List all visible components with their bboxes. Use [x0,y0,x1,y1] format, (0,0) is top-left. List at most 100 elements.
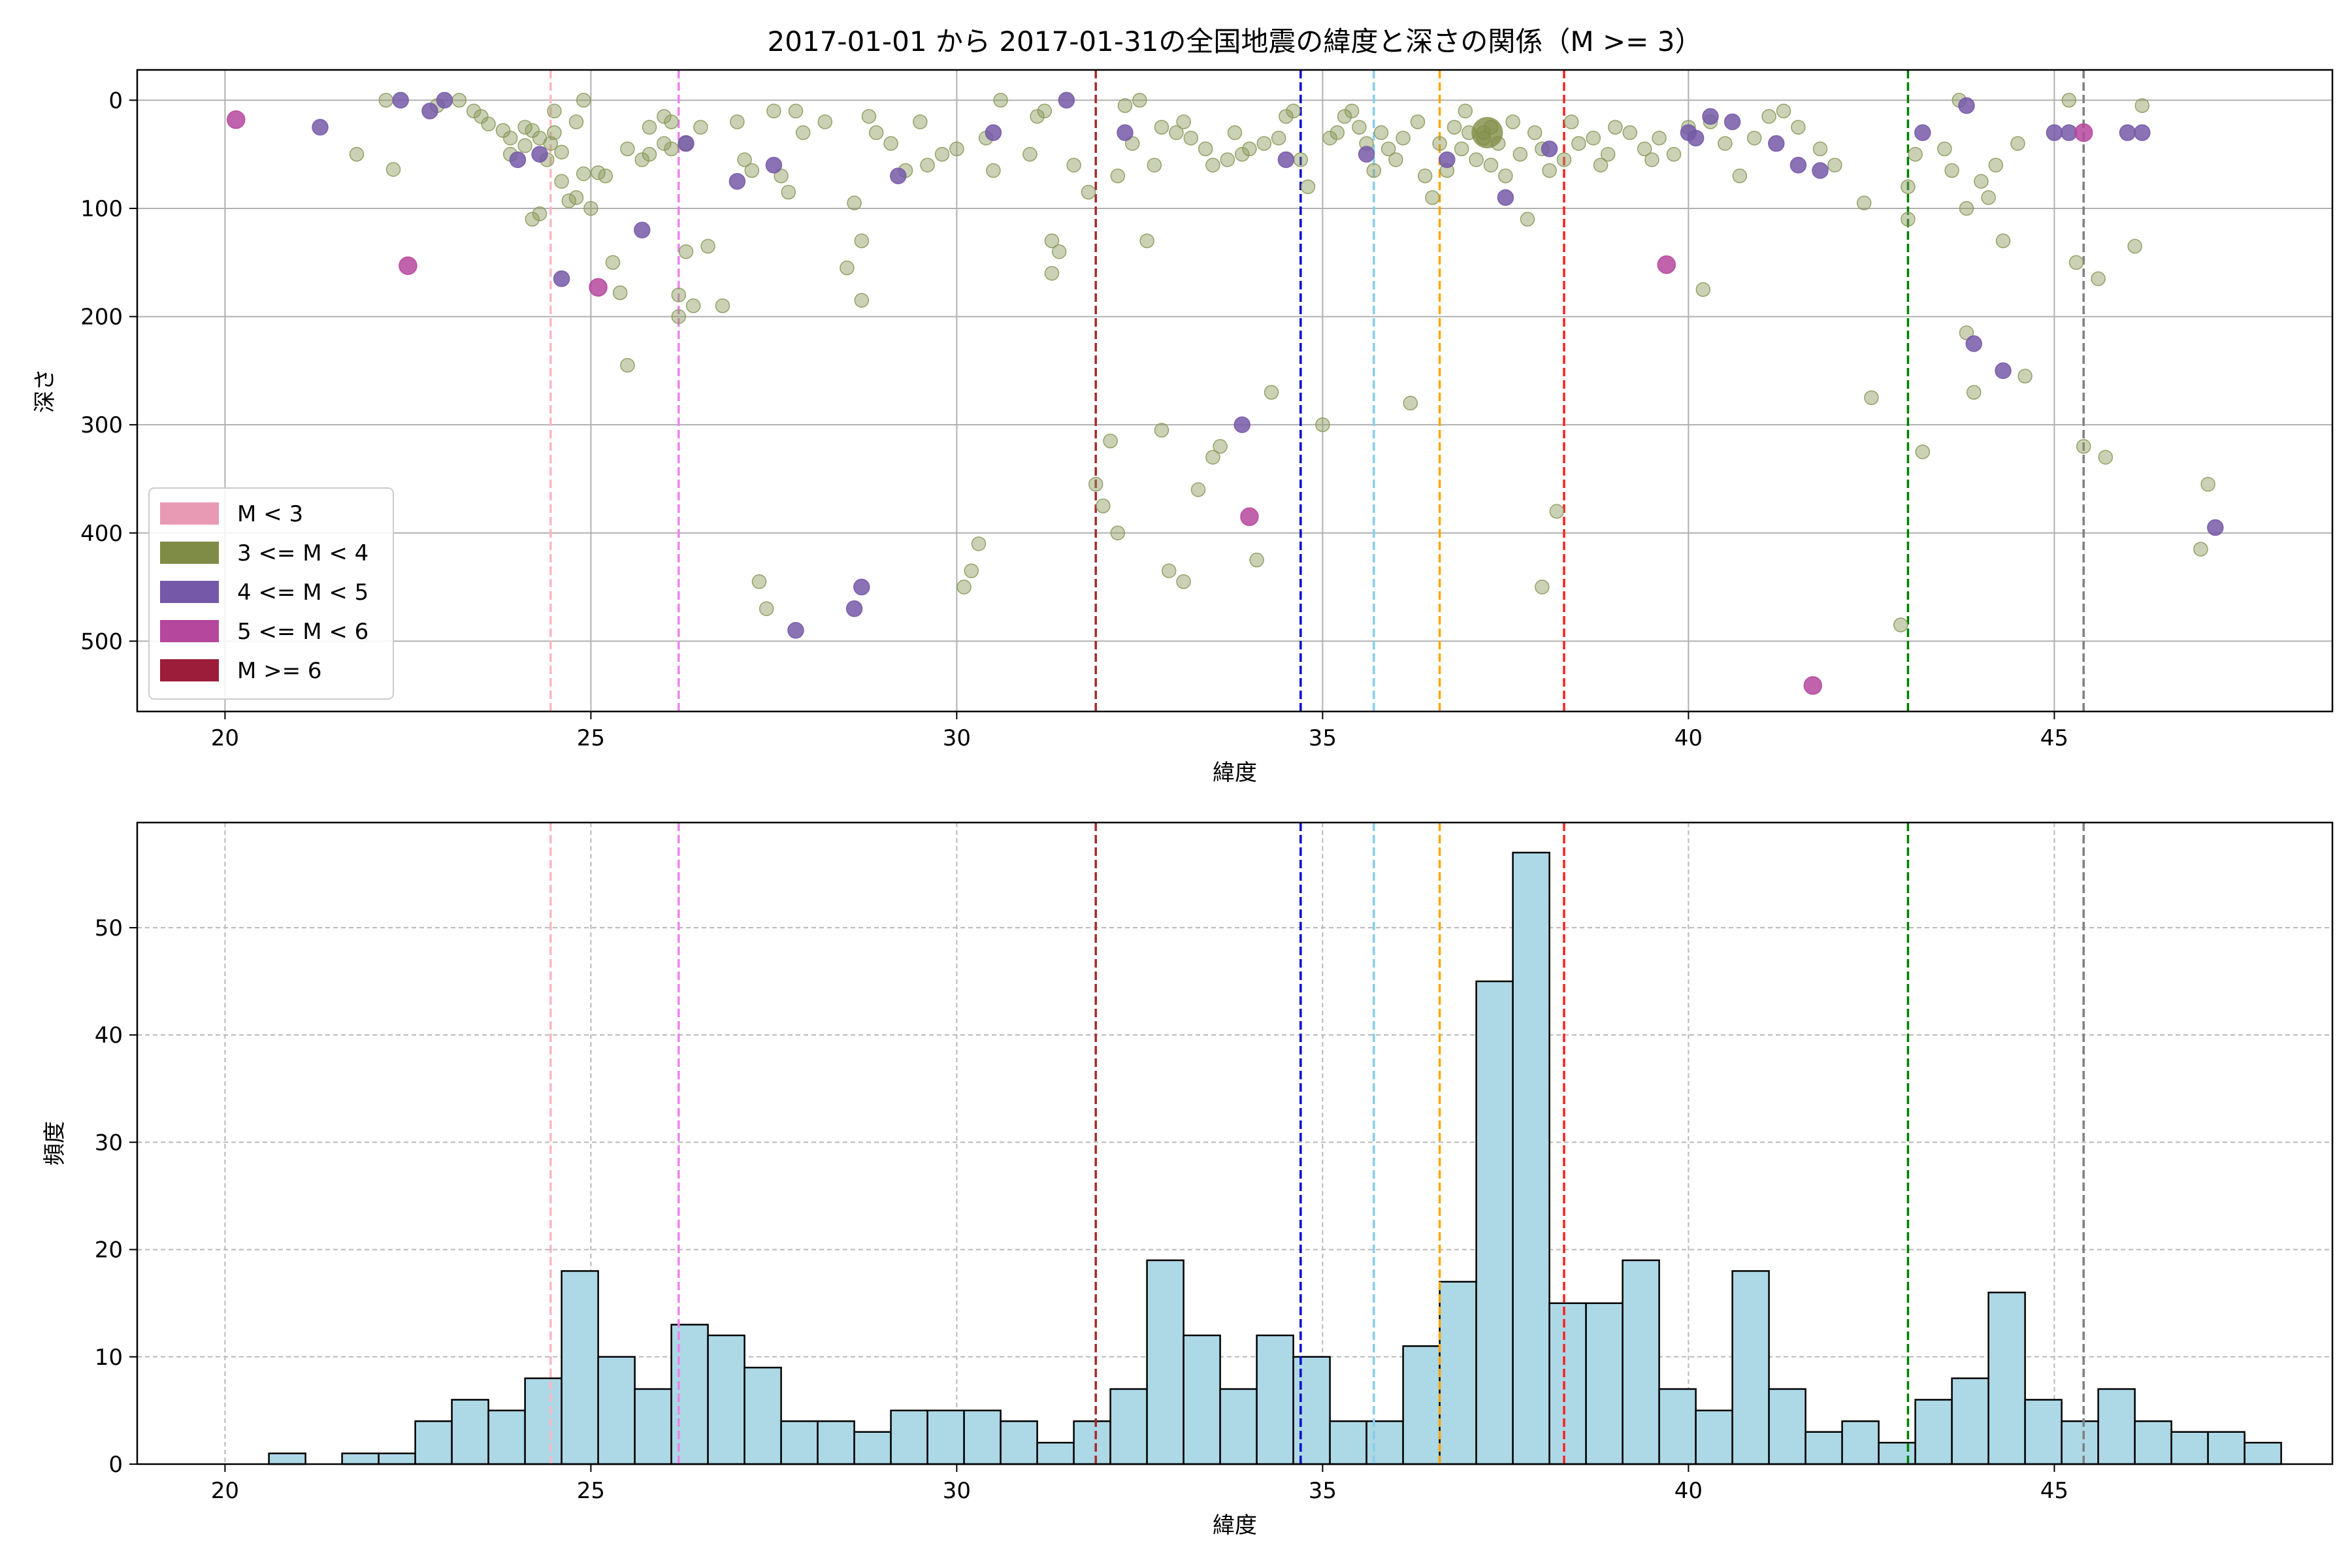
legend-label: 5 <= M < 6 [237,619,368,645]
histogram-bar [707,1334,745,1465]
scatter-point [1908,146,1923,162]
scatter-point [700,238,715,254]
histogram-bar [414,1420,453,1465]
histogram-bar [780,1420,819,1465]
scatter-point [1637,141,1652,157]
scatter-point [1944,163,1959,178]
histogram-y-axis-label: 頻度 [42,1121,68,1166]
histogram-bar [2024,1399,2063,1465]
histogram-bar [1622,1259,1660,1465]
scatter-point [349,146,365,162]
histogram-bar [1402,1345,1441,1465]
scatter-point [728,172,746,190]
scatter-point [1768,135,1785,152]
histogram-bar [1841,1420,1880,1465]
scatter-point [913,114,928,129]
scatter-point [1718,136,1733,151]
scatter-point [1527,125,1543,140]
scatter-point [1432,136,1447,151]
scatter-point [1966,385,1982,400]
scatter-point [1330,125,1345,140]
histogram-bar [1365,1420,1404,1465]
histogram-bar [890,1409,928,1465]
histogram-bar [817,1420,855,1465]
scatter-point [1914,124,1931,141]
scatter-point [1520,212,1535,227]
scatter-point [795,125,811,140]
scatter-point [1256,136,1272,151]
scatter-point [1702,108,1719,125]
scatter-point [781,184,796,200]
scatter-point [1058,91,1075,109]
scatter-point [1154,423,1169,438]
scatter-point [598,169,613,184]
scatter-point [481,116,496,132]
scatter-point [1352,120,1367,135]
scatter-point [1864,390,1879,406]
scatter-point [378,93,394,108]
histogram-bar [1878,1441,1916,1465]
scatter-point [1286,103,1301,119]
scatter-point [847,195,862,210]
scatter-point [385,162,401,177]
scatter-point [312,119,329,136]
histogram-bar [561,1270,599,1465]
scatter-point [1563,114,1579,129]
scatter-point [1030,108,1045,124]
scatter-point [1249,552,1264,568]
scatter-point [1110,169,1126,184]
scatter-point [1205,449,1220,465]
scatter-grid [137,70,2332,711]
scatter-point [1959,201,1974,216]
histogram-bar [2097,1388,2136,1465]
histogram-bar [1548,1302,1587,1465]
histogram-bar [1914,1399,1953,1465]
scatter-point [1022,146,1037,162]
scatter-point [517,138,532,154]
histogram-bars [268,851,2282,1465]
scatter-point [854,233,870,248]
scatter-point [532,206,547,221]
histogram-bar [1073,1420,1111,1465]
histogram-bar [1695,1409,1733,1465]
scatter-point [1293,152,1309,167]
scatter-point [1425,190,1440,205]
histogram-x-tick-label: 45 [2040,1478,2068,1504]
scatter-x-tick-label: 25 [577,725,605,751]
scatter-point [845,600,863,617]
scatter-point [1242,141,1257,157]
scatter-point [591,165,606,180]
scatter-point [1044,266,1060,281]
scatter-point [583,201,598,216]
histogram-bar [1439,1281,1477,1465]
scatter-point [226,110,246,129]
scatter-x-tick-label: 35 [1309,725,1337,751]
scatter-point [883,136,898,151]
scatter-point [664,141,679,157]
scatter-point [1893,617,1908,632]
scatter-point [1044,233,1060,248]
scatter-point [1096,498,1111,514]
scatter-point [1264,385,1279,400]
histogram-bar [634,1388,672,1465]
scatter-point [1586,131,1601,146]
scatter-point [1205,157,1220,172]
scatter-point [1458,103,1473,119]
histogram-bar [2244,1441,2282,1465]
scatter-point [1088,476,1103,492]
scatter-y-tick-label: 400 [80,521,123,547]
scatter-point [1732,169,1748,184]
scatter-point [751,574,767,589]
scatter-point [2074,123,2093,142]
scatter-point [1417,169,1433,184]
scatter-x-tick-label: 20 [211,725,239,751]
scatter-point [1498,169,1513,184]
legend-label: 3 <= M < 4 [237,540,368,566]
scatter-point [1190,482,1206,497]
scatter-point [1549,504,1565,519]
scatter-point [495,123,511,138]
scatter-axes: 20 25 30 35 40 45 0 100 200 300 400 500 緯度 深さ M < 3… [32,69,2334,786]
scatter-point [1147,157,1162,172]
scatter-point [693,120,708,135]
scatter-point [1644,152,1659,167]
